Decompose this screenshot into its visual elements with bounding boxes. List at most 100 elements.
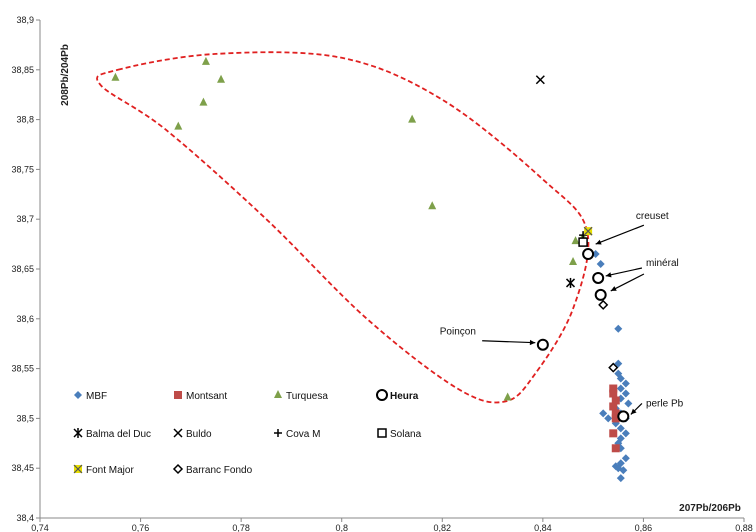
y-tick-label: 38,65 [11, 264, 34, 274]
arrow-head [630, 408, 637, 415]
legend-label: Montsant [186, 391, 227, 402]
legend-item: Montsant [174, 391, 227, 402]
legend-marker [73, 428, 83, 438]
annotations: creuset minéral Poinçon perle Pb [440, 211, 684, 415]
x-stroke [535, 75, 545, 85]
legend-label: Turquesa [286, 391, 328, 402]
data-point [199, 97, 208, 106]
series-heura [536, 248, 630, 423]
series-montsant [609, 384, 620, 453]
data-point [565, 277, 576, 288]
legend-label: Solana [390, 429, 422, 440]
y-tick-label: 38,6 [16, 314, 34, 324]
x-tick-label: 0,78 [232, 523, 250, 532]
data-point [428, 201, 437, 210]
data-point [611, 409, 620, 418]
data-point [594, 288, 607, 301]
legend-label: Heura [390, 391, 419, 402]
legend-marker [172, 463, 184, 475]
axes: 38,4 38,45 38,5 38,55 38,6 38,65 38,7 38,75 38,8… [11, 15, 752, 532]
y-tick-label: 38,85 [11, 65, 34, 75]
data-point [174, 121, 183, 130]
annotation-arrow [610, 273, 645, 292]
arrow-shaft [595, 224, 645, 245]
y-tick-label: 38,5 [16, 413, 34, 423]
y-tick-label: 38,45 [11, 463, 34, 473]
series-turquesa [111, 56, 588, 401]
y-tick-label: 38,7 [16, 214, 34, 224]
series-solana [578, 237, 588, 247]
x-stroke [73, 464, 83, 474]
data-points [111, 56, 633, 483]
data-point [578, 237, 588, 247]
data-point [619, 466, 628, 475]
data-point [503, 392, 512, 401]
y-tick-label: 38,55 [11, 364, 34, 374]
data-point [201, 56, 210, 65]
legend-item: Cova M [274, 429, 320, 440]
legend-label: Barranc Fondo [186, 465, 253, 476]
data-point [571, 236, 580, 245]
data-point [616, 384, 625, 393]
annotation-arrow [630, 403, 643, 415]
arrow-shaft [482, 340, 536, 344]
data-point [614, 324, 623, 333]
data-point [611, 414, 620, 423]
annotation-label: perle Pb [646, 398, 684, 409]
data-point [596, 260, 605, 269]
arrow-shaft [610, 273, 645, 292]
x-tick-label: 0,82 [434, 523, 452, 532]
data-point [609, 384, 618, 393]
data-point [535, 75, 545, 85]
x-tick-label: 0,84 [534, 523, 552, 532]
legend: MBF Montsant Turquesa Heura Balma del Duc Bul… [73, 389, 422, 476]
data-point [569, 257, 578, 266]
y-tick-label: 38,4 [16, 513, 34, 523]
data-point [621, 389, 630, 398]
y-tick-label: 38,9 [16, 15, 34, 25]
data-point [611, 444, 620, 453]
arrow-head [610, 286, 617, 291]
data-point [217, 74, 226, 83]
data-point [616, 474, 625, 483]
data-point [604, 414, 613, 423]
series-font-major [583, 226, 593, 236]
legend-marker [376, 389, 388, 401]
data-point [598, 299, 609, 310]
annotation-arrow [482, 339, 536, 346]
annotation-arrow [605, 267, 643, 278]
legend-item: MBF [74, 391, 107, 402]
data-point [617, 410, 630, 423]
legend-item: Solana [377, 428, 422, 440]
legend-label: MBF [86, 391, 107, 402]
data-point [611, 396, 620, 405]
data-point [111, 72, 120, 81]
data-point [609, 402, 618, 411]
series-buldo [535, 75, 545, 85]
data-point [616, 374, 625, 383]
annotation-arrow [595, 224, 645, 245]
legend-item: Font Major [73, 464, 134, 476]
x-stroke [173, 428, 183, 438]
series-barranc-fondo [598, 299, 619, 373]
x-tick-label: 0,76 [132, 523, 150, 532]
legend-item: Heura [376, 389, 419, 402]
data-point [599, 409, 608, 418]
data-point [624, 399, 633, 408]
legend-marker [274, 429, 282, 437]
legend-item: Turquesa [274, 390, 328, 402]
data-point [621, 454, 630, 463]
data-point [592, 271, 605, 284]
turquesa-envelope-curve [96, 51, 590, 404]
data-point [536, 338, 549, 351]
data-point [621, 429, 630, 438]
arrow-shaft [605, 267, 643, 277]
legend-label: Buldo [186, 429, 212, 440]
legend-item: Buldo [173, 428, 212, 440]
data-point [582, 248, 595, 261]
legend-marker [73, 464, 83, 474]
x-tick-label: 0,86 [635, 523, 653, 532]
annotation-label: creuset [636, 211, 669, 222]
y-tick-label: 38,8 [16, 115, 34, 125]
